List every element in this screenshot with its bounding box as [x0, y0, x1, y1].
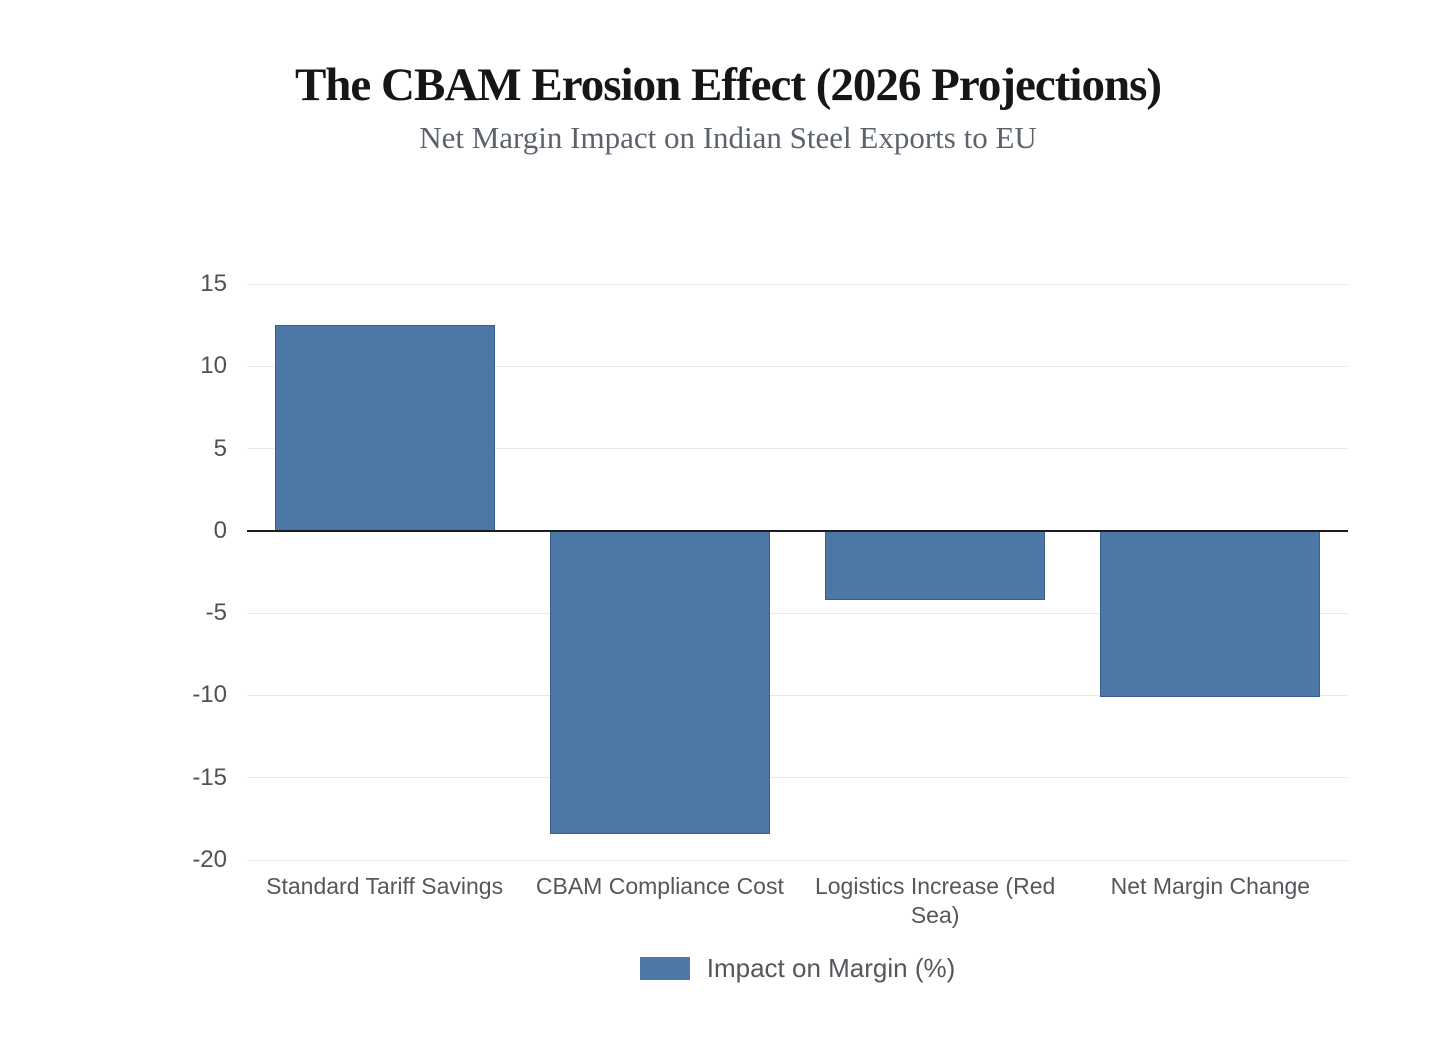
legend-swatch-icon: [639, 957, 690, 980]
gridline: [247, 777, 1348, 779]
y-tick-label: 5: [213, 434, 227, 462]
gridline: [247, 365, 1348, 367]
y-tick-label: -15: [192, 763, 227, 791]
y-tick-label: 0: [213, 516, 227, 544]
x-axis: Standard Tariff Savings CBAM Compliance C…: [247, 872, 1348, 942]
y-tick-label: -10: [192, 681, 227, 709]
x-category-label: Net Margin Change: [1110, 873, 1311, 899]
gridline: [247, 283, 1348, 285]
plot-area: [247, 283, 1348, 861]
bar: [825, 530, 1045, 600]
legend-item[interactable]: Impact on Margin (%): [247, 953, 1348, 984]
y-axis: 15 10 5 0 -5 -10 -15 -20: [60, 272, 227, 872]
gridline: [247, 859, 1348, 861]
x-category-label: CBAM Compliance Cost: [535, 873, 784, 899]
gridline: [247, 612, 1348, 614]
bar: [275, 325, 495, 531]
chart-title: The CBAM Erosion Effect (2026 Projection…: [294, 59, 1162, 111]
y-tick-label: 10: [200, 352, 227, 380]
zero-axis-line: [247, 529, 1348, 532]
x-category-label: Logistics Increase (Red Sea): [814, 873, 1056, 928]
y-tick-label: -20: [192, 846, 227, 873]
gridline: [247, 448, 1348, 450]
chart-subtitle: Net Margin Impact on Indian Steel Export…: [419, 120, 1037, 155]
y-tick-label: -5: [205, 599, 227, 627]
x-category-label: Standard Tariff Savings: [266, 873, 504, 899]
gridline: [247, 694, 1348, 696]
bar: [550, 530, 770, 834]
legend-label: Impact on Margin (%): [706, 953, 956, 983]
y-tick-label: 15: [200, 270, 227, 297]
bar: [1100, 530, 1320, 698]
